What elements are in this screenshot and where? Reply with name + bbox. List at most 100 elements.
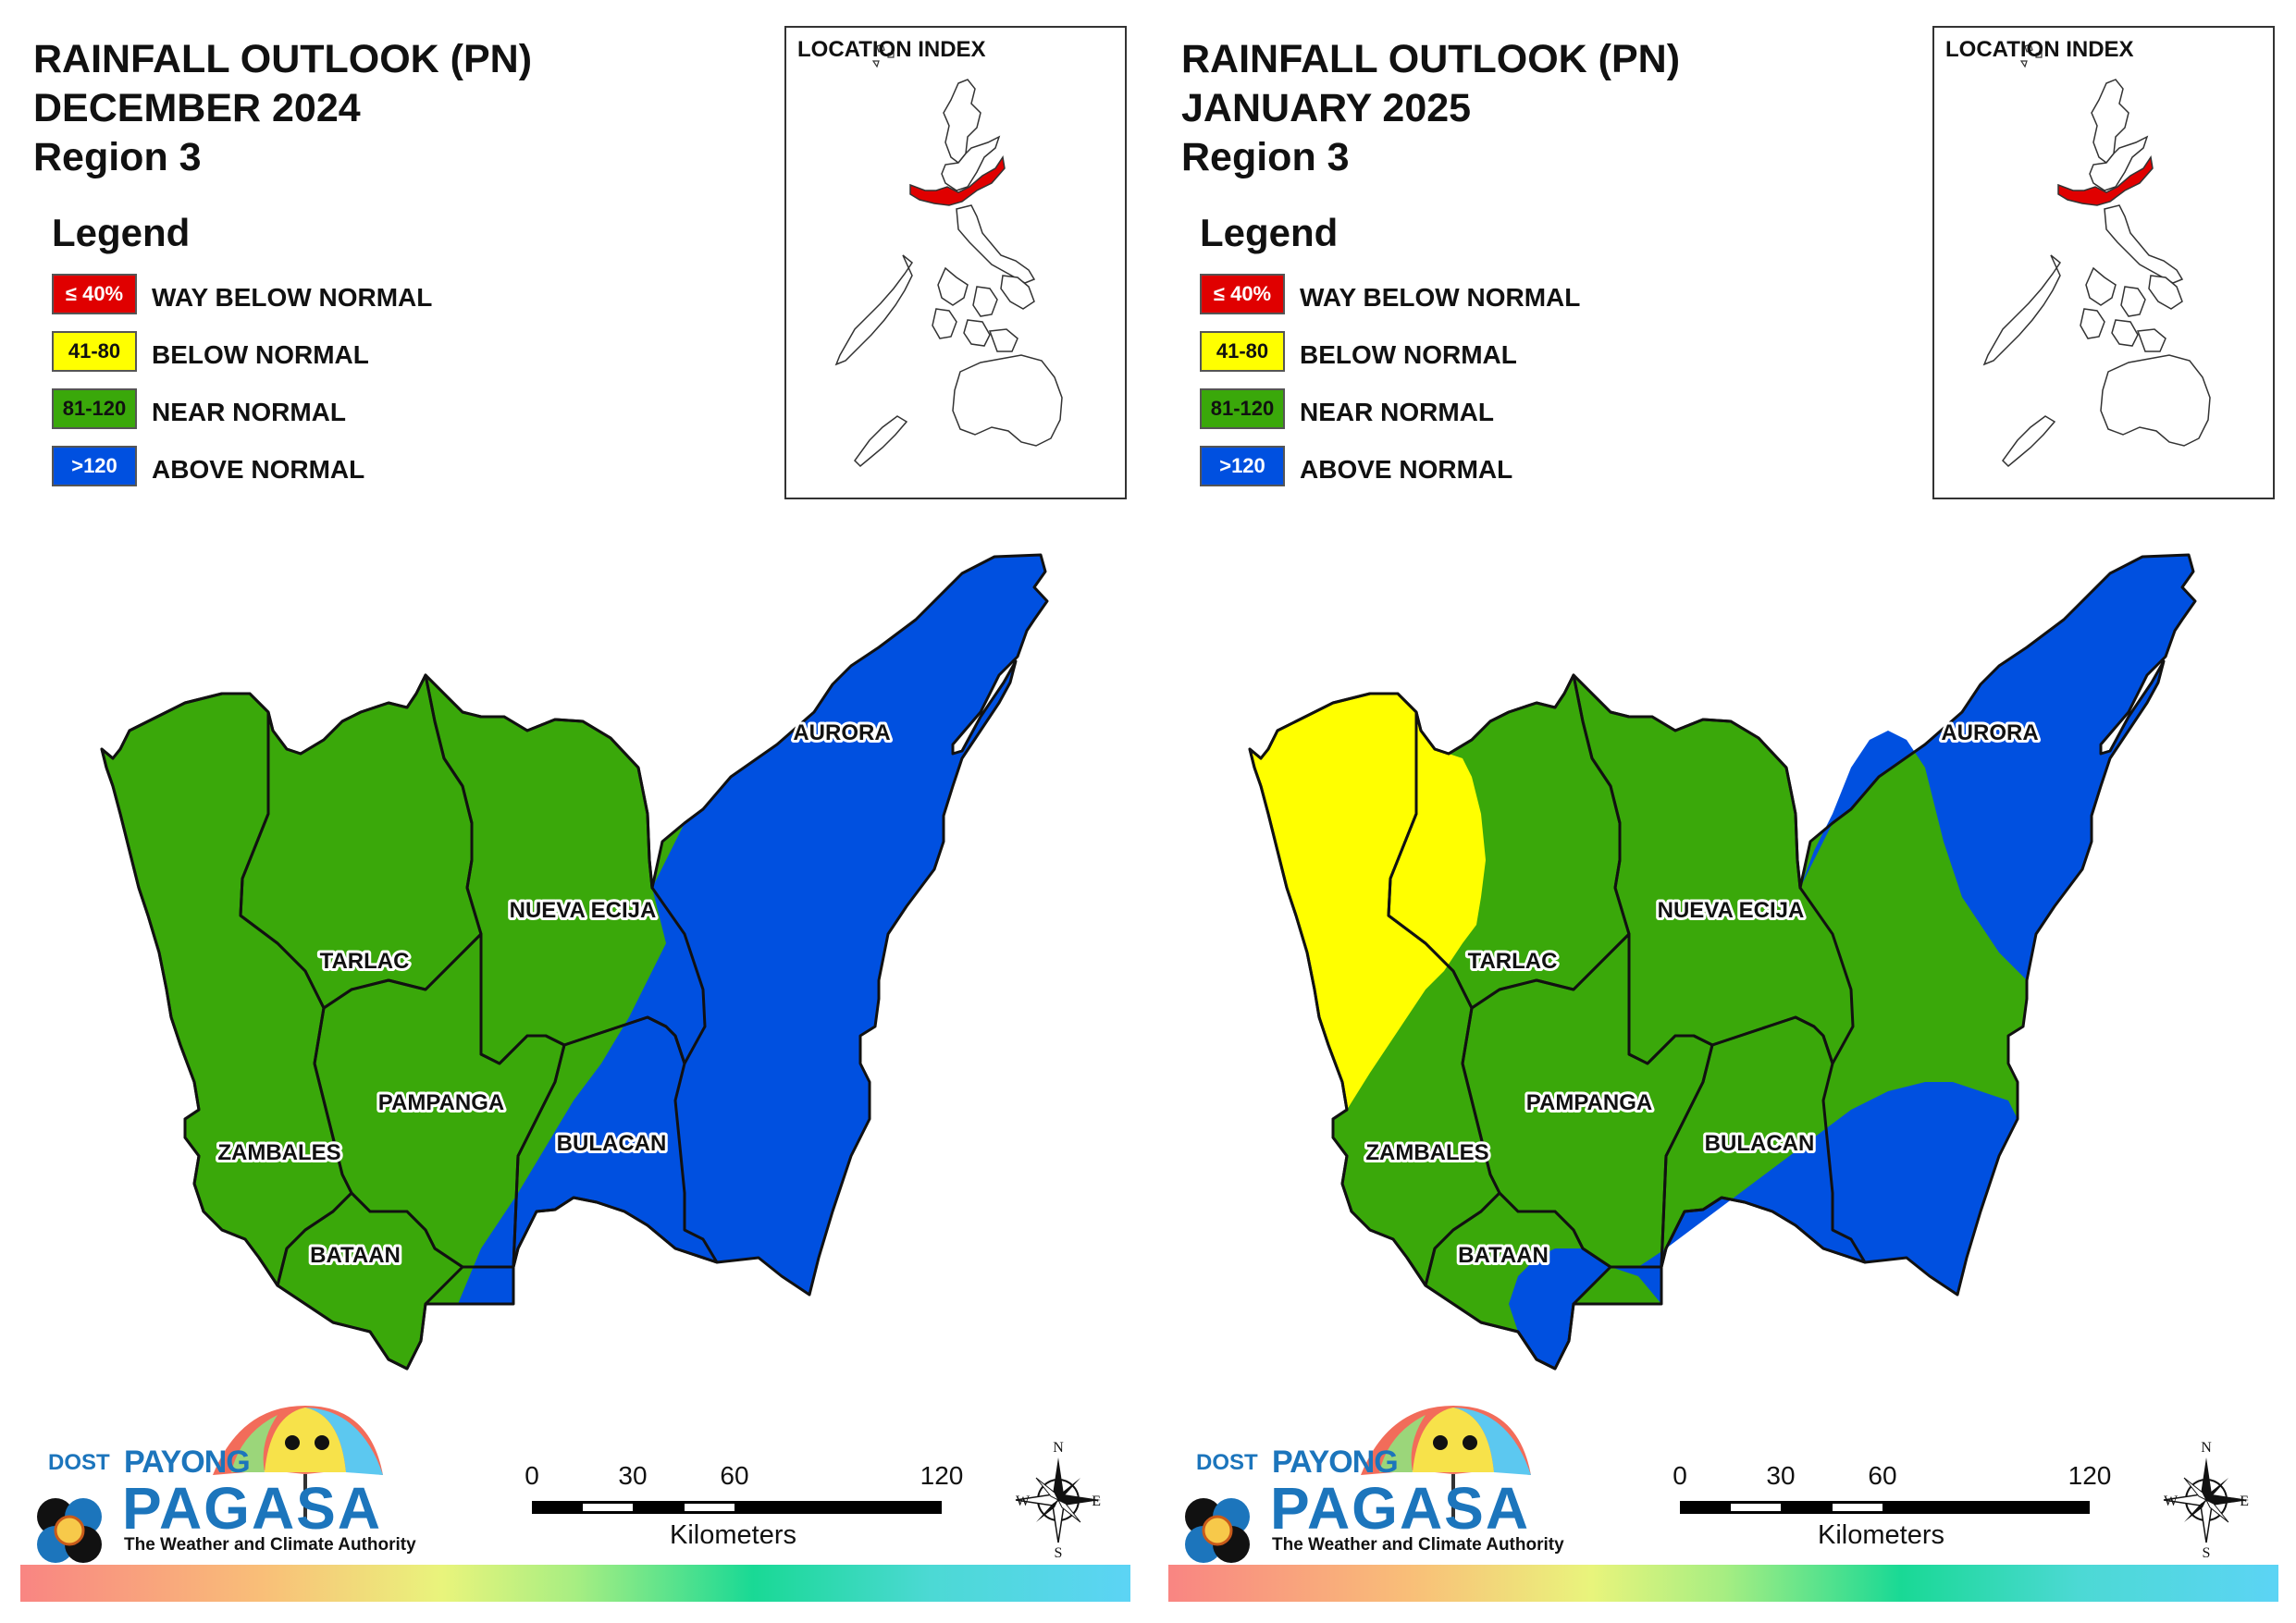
province-label-pampanga: PAMPANGA <box>1526 1090 1652 1115</box>
bataan-boundary <box>1424 1191 1612 1371</box>
legend-label-near-normal: NEAR NORMAL <box>152 398 346 426</box>
province-label-bulacan: BULACAN <box>1705 1131 1815 1156</box>
legend-title: Legend <box>1200 211 1339 254</box>
payong-pagasa-logo: DOST PAYONG PAGASA The Weather and Clima… <box>1176 1387 1564 1568</box>
bataan-boundary <box>276 1191 464 1371</box>
logo-payong: PAYONG <box>124 1445 251 1480</box>
logo-pagasa: PAGASA <box>122 1475 383 1542</box>
scale-tick-120: 120 <box>920 1461 964 1490</box>
legend-label-below-normal: BELOW NORMAL <box>152 340 369 369</box>
legend-label-near-normal: NEAR NORMAL <box>1300 398 1494 426</box>
legend-row-near-normal: 81-120 NEAR NORMAL <box>52 388 346 446</box>
scale-bar: 0 30 60 120 Kilometers <box>518 1461 981 1554</box>
scale-tick-0: 0 <box>1673 1461 1687 1490</box>
zambales-boundary <box>100 692 353 1287</box>
title-line-month: JANUARY 2025 <box>1181 86 1472 130</box>
compass-e: E <box>1092 1494 1101 1509</box>
logo-tagline: The Weather and Climate Authority <box>124 1535 416 1555</box>
bulacan-boundary <box>512 1015 719 1269</box>
compass-e: E <box>2240 1494 2249 1509</box>
bottom-gradient-bar <box>1168 1565 2278 1602</box>
legend: Legend ≤ 40% WAY BELOW NORMAL 41-80 BELO… <box>1200 211 1580 503</box>
fill-above-normal-south <box>1509 1082 2018 1369</box>
scale-bar: 0 30 60 120 Kilometers <box>1666 1461 2129 1554</box>
logo-dost: DOST <box>48 1450 110 1475</box>
scale-tick-30: 30 <box>618 1461 648 1490</box>
legend-swatch-below-normal: 41-80 <box>52 331 137 372</box>
zambales-boundary <box>1248 692 1501 1287</box>
compass-s: S <box>2203 1545 2211 1559</box>
legend-row-way-below-normal: ≤ 40% WAY BELOW NORMAL <box>1200 274 1580 331</box>
scale-tick-30: 30 <box>1766 1461 1796 1490</box>
scale-bar-graphic <box>1680 1501 2090 1514</box>
bottom-gradient-bar <box>20 1565 1130 1602</box>
province-label-zambales: ZAMBALES <box>1365 1140 1488 1165</box>
compass-s: S <box>1055 1545 1063 1559</box>
umbrella-icon <box>1185 1406 1531 1563</box>
scale-tick-0: 0 <box>525 1461 539 1490</box>
province-label-nueva-ecija: NUEVA ECIJA <box>1658 898 1805 923</box>
province-label-nueva-ecija: NUEVA ECIJA <box>510 898 657 923</box>
legend-title: Legend <box>52 211 191 254</box>
title-line-month: DECEMBER 2024 <box>33 86 361 130</box>
title-line-product: RAINFALL OUTLOOK (PN) <box>1181 37 1681 81</box>
scale-unit-label: Kilometers <box>670 1520 796 1550</box>
location-index-inset: LOCATION INDEX <box>784 26 1127 499</box>
map-title: RAINFALL OUTLOOK (PN) JANUARY 2025 Regio… <box>1181 35 1680 182</box>
scale-tick-60: 60 <box>1868 1461 1897 1490</box>
province-label-tarlac: TARLAC <box>320 949 410 974</box>
philippines-location-map <box>834 43 1063 468</box>
legend-swatch-above-normal: >120 <box>1200 446 1285 486</box>
legend-label-above-normal: ABOVE NORMAL <box>152 455 365 484</box>
legend-row-near-normal: 81-120 NEAR NORMAL <box>1200 388 1494 446</box>
legend-row-way-below-normal: ≤ 40% WAY BELOW NORMAL <box>52 274 432 331</box>
map-title: RAINFALL OUTLOOK (PN) DECEMBER 2024 Regi… <box>33 35 532 182</box>
payong-pagasa-logo: DOST PAYONG PAGASA The Weather and Clima… <box>28 1387 416 1568</box>
fill-below-normal-west <box>1250 694 1486 1110</box>
title-line-region: Region 3 <box>33 135 202 179</box>
compass-rose-icon: N S E W <box>2163 1440 2249 1561</box>
legend-swatch-near-normal: 81-120 <box>1200 388 1285 429</box>
compass-n: N <box>1053 1440 1064 1456</box>
panel-december-2024: RAINFALL OUTLOOK (PN) DECEMBER 2024 Regi… <box>20 26 1130 1602</box>
logo-tagline: The Weather and Climate Authority <box>1272 1535 1564 1555</box>
umbrella-icon <box>37 1406 383 1563</box>
fill-above-normal-east <box>458 555 1047 1304</box>
scale-tick-120: 120 <box>2068 1461 2112 1490</box>
province-label-aurora: AURORA <box>1941 720 2038 745</box>
legend-swatch-above-normal: >120 <box>52 446 137 486</box>
legend-label-below-normal: BELOW NORMAL <box>1300 340 1517 369</box>
legend-row-above-normal: >120 ABOVE NORMAL <box>52 446 364 503</box>
north-arrow-compass: N S E W <box>2160 1439 2253 1561</box>
scale-tick-60: 60 <box>720 1461 749 1490</box>
inset-title: LOCATION INDEX <box>797 37 986 62</box>
legend-swatch-way-below-normal: ≤ 40% <box>1200 274 1285 314</box>
province-label-zambales: ZAMBALES <box>217 1140 340 1165</box>
compass-rose-icon: N S E W <box>1015 1440 1101 1561</box>
legend-label-way-below-normal: WAY BELOW NORMAL <box>1300 283 1581 312</box>
legend-swatch-below-normal: 41-80 <box>1200 331 1285 372</box>
legend-row-above-normal: >120 ABOVE NORMAL <box>1200 446 1512 503</box>
compass-w: W <box>2164 1494 2179 1509</box>
panel-january-2025: RAINFALL OUTLOOK (PN) JANUARY 2025 Regio… <box>1148 0 2296 1623</box>
province-label-pampanga: PAMPANGA <box>378 1090 504 1115</box>
province-label-aurora: AURORA <box>793 720 890 745</box>
region-3-rainfall-map: AURORA NUEVA ECIJA TARLAC PAMPANGA BULACAN ZA… <box>1248 553 2197 1371</box>
philippines-location-map <box>1982 43 2211 468</box>
legend: Legend ≤ 40% WAY BELOW NORMAL 41-80 BELO… <box>52 211 432 503</box>
legend-label-above-normal: ABOVE NORMAL <box>1300 455 1513 484</box>
province-label-tarlac: TARLAC <box>1468 949 1558 974</box>
fill-above-normal-aurora <box>1800 555 2195 980</box>
province-label-bataan: BATAAN <box>1458 1243 1549 1268</box>
inset-title: LOCATION INDEX <box>1945 37 2134 62</box>
compass-w: W <box>1016 1494 1031 1509</box>
location-index-inset: LOCATION INDEX <box>1932 26 2275 499</box>
logo-pagasa: PAGASA <box>1270 1475 1531 1542</box>
legend-row-below-normal: 41-80 BELOW NORMAL <box>52 331 369 388</box>
north-arrow-compass: N S E W <box>1012 1439 1105 1561</box>
province-label-bataan: BATAAN <box>310 1243 401 1268</box>
logo-payong: PAYONG <box>1272 1445 1399 1480</box>
title-line-region: Region 3 <box>1181 135 1350 179</box>
region-3-rainfall-map: AURORA NUEVA ECIJA TARLAC PAMPANGA BULACAN ZA… <box>100 553 1049 1371</box>
scale-bar-graphic <box>532 1501 942 1514</box>
